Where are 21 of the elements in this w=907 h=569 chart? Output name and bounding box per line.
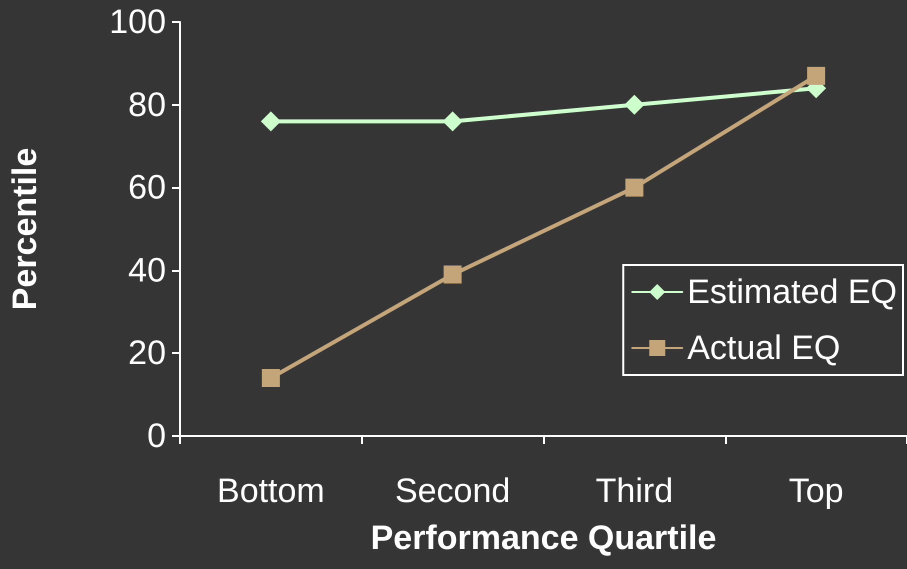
y-axis-title: Percentile bbox=[6, 148, 44, 310]
legend-label: Estimated EQ bbox=[687, 273, 898, 311]
legend-label: Actual EQ bbox=[687, 329, 840, 367]
x-tick-label: Top bbox=[788, 472, 844, 510]
y-tick-label: 40 bbox=[128, 251, 166, 290]
y-tick-label: 100 bbox=[109, 3, 166, 41]
y-tick-label: 0 bbox=[147, 417, 166, 455]
y-tick-label: 60 bbox=[128, 168, 166, 207]
point bbox=[625, 178, 644, 197]
point bbox=[442, 111, 463, 132]
point bbox=[262, 369, 280, 388]
x-tick-label: Bottom bbox=[217, 472, 325, 510]
x-tick-label: Third bbox=[596, 472, 674, 510]
x-axis-title: Performance Quartile bbox=[370, 519, 716, 557]
point bbox=[260, 111, 281, 132]
point bbox=[624, 94, 644, 115]
point bbox=[444, 266, 462, 284]
y-tick-label: 20 bbox=[128, 334, 166, 372]
y-tick-label: 80 bbox=[128, 86, 166, 124]
x-tick-label: Second bbox=[394, 472, 510, 510]
point bbox=[807, 66, 826, 85]
